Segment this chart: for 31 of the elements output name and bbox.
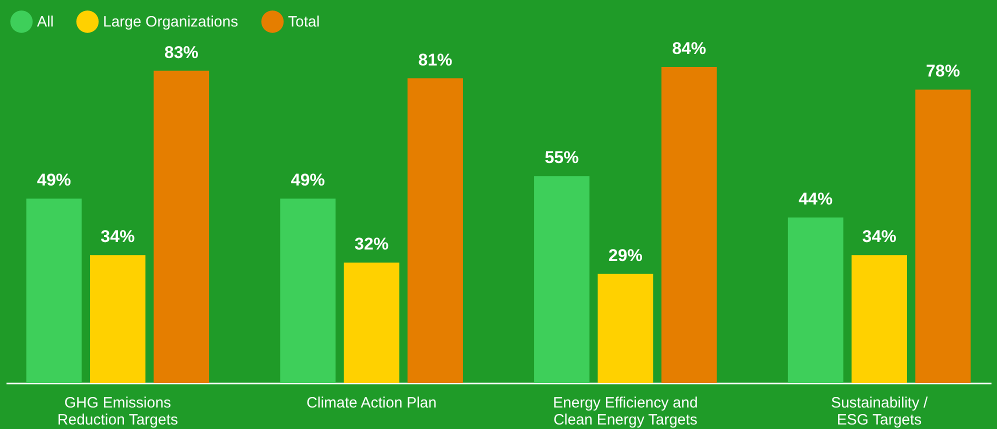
bar [90, 255, 146, 383]
bar [344, 262, 400, 383]
bar [661, 67, 717, 383]
data-label: 84% [672, 39, 706, 58]
bar [598, 274, 654, 383]
bar [408, 78, 463, 383]
data-label: 32% [354, 234, 389, 254]
data-label: 49% [37, 170, 72, 190]
data-label: 34% [100, 227, 135, 246]
bar [154, 70, 210, 383]
x-tick-label: GHG Emissions Reduction Targets [57, 394, 178, 428]
x-tick-label: Sustainability / ESG Targets [830, 394, 928, 428]
bar [534, 176, 590, 383]
bar [788, 217, 844, 383]
bar [26, 198, 82, 383]
data-label: 81% [418, 50, 452, 70]
legend-label: Large Organizations [103, 14, 238, 31]
bar [280, 198, 336, 383]
data-label: 44% [798, 189, 833, 208]
x-tick-label: Climate Action Plan [306, 394, 437, 412]
legend-label: Total [288, 14, 320, 31]
legend-label: All [37, 14, 54, 31]
data-label: 49% [290, 170, 325, 190]
data-label: 78% [926, 62, 960, 81]
bar [852, 255, 908, 383]
data-label: 29% [608, 246, 642, 265]
bar [915, 90, 971, 383]
data-label: 34% [862, 227, 896, 246]
x-tick-label: Energy Efficiency and Clean Energy Targets [553, 394, 698, 428]
data-label: 83% [164, 42, 198, 62]
data-label: 55% [544, 148, 579, 168]
